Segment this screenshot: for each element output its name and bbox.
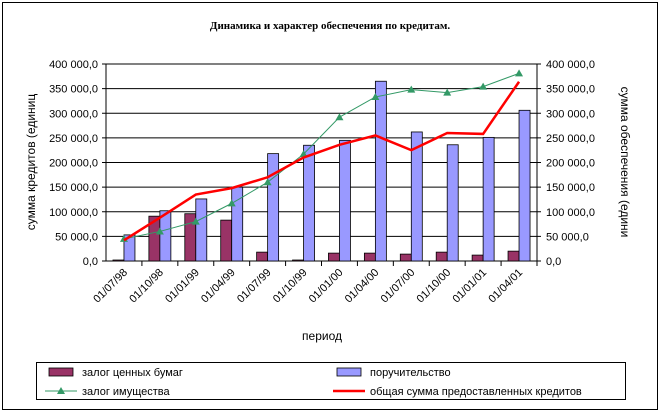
legend-marker bbox=[57, 387, 65, 394]
bar-1 bbox=[303, 144, 315, 262]
bar-1 bbox=[267, 153, 280, 262]
right-tick-label: 50 000,0 bbox=[546, 231, 589, 243]
right-tick-label: 300 000,0 bbox=[546, 108, 595, 120]
bar-0 bbox=[399, 253, 412, 262]
legend-swatch bbox=[48, 367, 74, 377]
left-tick-label: 400 000,0 bbox=[49, 59, 98, 71]
bar-1 bbox=[159, 210, 172, 262]
triangle-marker bbox=[407, 85, 416, 93]
left-tick-label: 350 000,0 bbox=[49, 84, 98, 96]
legend-box bbox=[36, 362, 626, 400]
bar-1 bbox=[482, 136, 495, 262]
bar-0 bbox=[256, 251, 269, 262]
bar-0 bbox=[471, 254, 484, 262]
bar-0 bbox=[328, 252, 340, 262]
right-axis-title: сумма обеспечения (едини bbox=[618, 87, 632, 238]
left-tick-label: 50 000,0 bbox=[55, 231, 98, 243]
x-axis-title: период bbox=[302, 329, 342, 343]
left-tick-label: 0,0 bbox=[83, 256, 98, 268]
bar-1 bbox=[446, 144, 459, 262]
legend-label: общая сумма предоставленных кредитов bbox=[370, 386, 582, 398]
triangle-marker bbox=[443, 88, 452, 96]
right-tick-label: 0,0 bbox=[546, 256, 561, 268]
chart-title: Динамика и характер обеспечения по креди… bbox=[210, 20, 450, 32]
triangle-marker bbox=[263, 178, 272, 186]
bar-1 bbox=[518, 109, 531, 262]
series-line-3 bbox=[123, 81, 521, 242]
triangle-marker bbox=[371, 92, 380, 100]
right-tick-label: 250 000,0 bbox=[546, 133, 595, 145]
series-line-2 bbox=[123, 72, 520, 240]
triangle-marker bbox=[335, 113, 344, 121]
right-tick-label: 200 000,0 bbox=[546, 158, 595, 170]
left-tick-label: 200 000,0 bbox=[49, 158, 98, 170]
bar-0 bbox=[435, 251, 448, 262]
triangle-marker bbox=[515, 69, 524, 77]
bar-0 bbox=[112, 259, 125, 262]
bar-1 bbox=[195, 198, 208, 262]
triangle-marker bbox=[227, 199, 236, 207]
bar-1 bbox=[123, 234, 136, 262]
legend-label: залог ценных бумаг bbox=[82, 367, 183, 379]
bar-1 bbox=[374, 80, 387, 262]
triangle-marker bbox=[155, 227, 164, 235]
triangle-marker bbox=[191, 217, 200, 225]
left-tick-label: 100 000,0 bbox=[49, 207, 98, 219]
bar-0 bbox=[507, 250, 520, 262]
legend-label: поручительство bbox=[370, 367, 451, 379]
bar-0 bbox=[220, 219, 233, 262]
bar-0 bbox=[363, 252, 376, 262]
right-tick-label: 350 000,0 bbox=[546, 84, 595, 96]
bar-1 bbox=[410, 131, 423, 262]
right-tick-label: 400 000,0 bbox=[546, 59, 595, 71]
right-tick-label: 100 000,0 bbox=[546, 207, 595, 219]
triangle-marker bbox=[479, 82, 488, 90]
left-tick-label: 150 000,0 bbox=[49, 182, 98, 194]
right-tick-label: 150 000,0 bbox=[546, 182, 595, 194]
triangle-marker bbox=[299, 150, 308, 158]
bar-0 bbox=[292, 259, 304, 262]
left-axis-title: сумма кредитов (единиц bbox=[24, 94, 38, 231]
left-tick-label: 250 000,0 bbox=[49, 133, 98, 145]
legend-label: залог имущества bbox=[82, 386, 171, 398]
bar-1 bbox=[339, 139, 351, 262]
left-tick-label: 300 000,0 bbox=[49, 108, 98, 120]
legend-swatch bbox=[336, 367, 362, 377]
